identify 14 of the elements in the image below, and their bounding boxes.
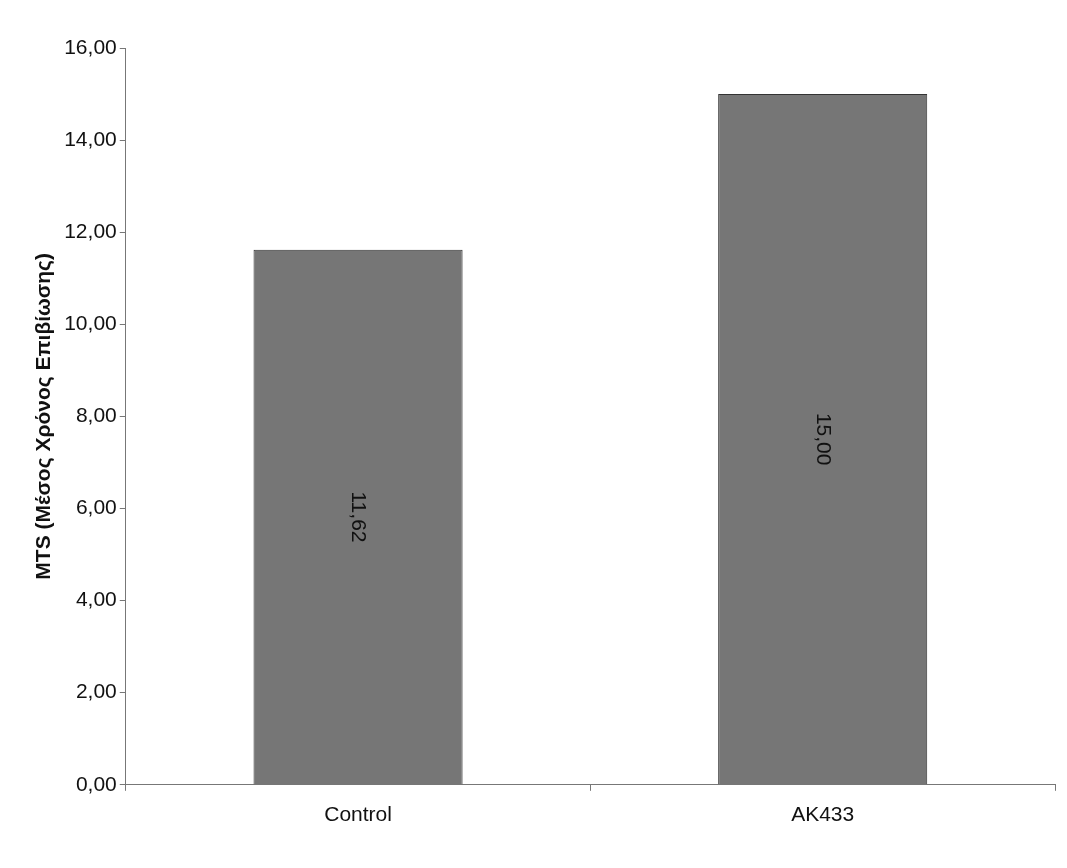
y-tick-label: 4,00 (75, 587, 117, 611)
data-label: 11,62 (348, 491, 372, 543)
y-tick-label: 6,00 (75, 495, 117, 519)
y-tick-label: 8,00 (75, 403, 117, 427)
y-axis-title: MTS (Μέσος Χρόνος Επιβίωσης) (31, 253, 56, 580)
x-tick-label: Control (324, 802, 392, 826)
x-tick-label: AK433 (791, 802, 855, 826)
y-tick-label: 2,00 (75, 679, 117, 703)
y-tick-label: 10,00 (64, 311, 117, 335)
y-tick-label: 14,00 (64, 126, 117, 150)
y-tick-label: 0,00 (75, 771, 117, 795)
data-label: 15,00 (812, 412, 836, 466)
y-tick-label: 16,00 (64, 34, 117, 58)
y-tick-label: 12,00 (64, 219, 117, 242)
